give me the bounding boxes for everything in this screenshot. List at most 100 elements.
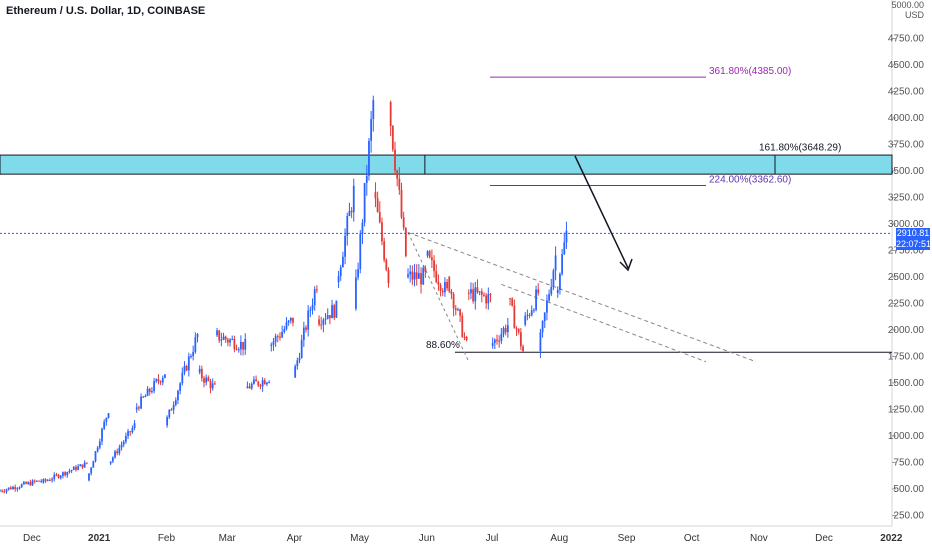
candle-body <box>348 210 351 217</box>
currency-label: 5000.00 USD <box>891 0 924 20</box>
candle-body <box>548 294 550 301</box>
candle-body <box>318 319 320 325</box>
candle-body <box>148 388 151 393</box>
candle-body <box>426 251 429 256</box>
candle-body <box>333 305 336 318</box>
candle-body <box>266 382 268 385</box>
candle-body <box>430 257 433 261</box>
candle-body <box>517 328 520 333</box>
candle-body <box>166 417 169 426</box>
candle-body <box>496 339 498 341</box>
candle-body <box>244 339 247 350</box>
candle-body <box>446 282 448 289</box>
time-axis[interactable]: Dec 2021 Feb Mar Apr May Jun Jul Aug Sep Oct Nov Dec… <box>0 525 903 544</box>
candle-body <box>96 447 99 452</box>
fib-label-88: 88.60% <box>426 340 460 351</box>
candle-body <box>339 267 342 277</box>
candle-body <box>541 321 544 333</box>
candle-body <box>170 409 173 411</box>
price-tick-label: 750.00 <box>893 457 924 468</box>
candle-body <box>470 289 472 294</box>
candle-body <box>320 324 323 326</box>
price-tick-label: 2000.00 <box>888 325 925 336</box>
candle-body <box>305 327 307 330</box>
candle-body <box>532 309 535 311</box>
candle-body <box>300 340 303 359</box>
candle-body <box>526 314 529 316</box>
candle-body <box>216 330 218 336</box>
candle-body <box>231 339 234 341</box>
price-tick-label: 3000.00 <box>888 219 925 230</box>
candle-body <box>3 491 6 493</box>
candle-body <box>255 379 257 382</box>
candle-body <box>207 377 210 382</box>
candle-body <box>177 390 179 401</box>
candle-body <box>85 462 88 464</box>
candle-body <box>493 339 496 344</box>
fib-label-161: 161.80%(3648.29) <box>759 142 841 153</box>
time-tick-label: Apr <box>287 533 303 544</box>
candle-body <box>400 189 403 218</box>
candle-body <box>122 441 125 445</box>
candle-body <box>519 332 522 347</box>
candle-body <box>511 298 514 306</box>
candle-body <box>500 334 503 342</box>
candle-body <box>313 289 316 306</box>
candle-body <box>142 396 145 398</box>
candle-body <box>294 366 297 378</box>
candle-body <box>16 488 19 490</box>
arrow-head <box>619 258 633 272</box>
price-axis[interactable]: 250.00 500.00 750.00 1000.00 1250.00 1500.00 1… <box>888 0 925 526</box>
candle-body <box>53 474 56 480</box>
candle-body <box>524 315 527 325</box>
candle-body <box>213 383 216 385</box>
candle-body <box>381 222 383 242</box>
price-tick-label: 3500.00 <box>888 166 925 177</box>
candle-body <box>0 490 1 492</box>
candle-body <box>357 269 360 278</box>
candle-body <box>140 396 142 409</box>
candle-body <box>346 216 349 236</box>
price-tick-label: 1250.00 <box>888 404 925 415</box>
candle-body <box>153 381 155 392</box>
candle-body <box>77 466 80 470</box>
candle-body <box>196 334 199 338</box>
time-tick-label: Aug <box>550 533 568 544</box>
candle-body <box>257 381 260 386</box>
candle-body <box>94 451 97 462</box>
projection-arrow[interactable] <box>574 155 633 272</box>
price-tick-label: 4750.00 <box>888 33 925 44</box>
candle-body <box>324 318 327 320</box>
candle-body <box>331 305 333 319</box>
candle-body <box>246 386 249 389</box>
resistance-zone[interactable] <box>0 154 893 175</box>
candle-body <box>433 260 435 272</box>
candle-body <box>105 417 108 422</box>
candle-body <box>5 489 8 492</box>
candle-body <box>448 276 451 292</box>
candle-body <box>40 480 43 482</box>
candle-body <box>385 259 388 270</box>
fibonacci-extension[interactable]: 361.80%(4385.00) 161.80%(3648.29) 224.00%(… <box>424 66 841 351</box>
candle-body <box>344 235 346 257</box>
candle-body <box>151 391 153 393</box>
candle-body <box>270 344 273 346</box>
candle-body <box>302 327 305 341</box>
candle-body <box>539 332 542 352</box>
candle-body <box>491 343 494 346</box>
candle-body <box>372 100 375 120</box>
candle-body <box>211 383 214 389</box>
candle-body <box>261 380 264 387</box>
candle-body <box>287 320 290 323</box>
candle-body <box>220 339 223 341</box>
time-tick-label: Jul <box>486 533 499 544</box>
candle-body <box>504 328 507 333</box>
candle-body <box>14 486 17 490</box>
candle-body <box>55 474 58 476</box>
candle-body <box>441 290 444 293</box>
candle-body <box>437 281 440 285</box>
candle-body <box>428 251 431 258</box>
candle-body <box>248 386 251 389</box>
price-tick-label: 1500.00 <box>888 378 925 389</box>
